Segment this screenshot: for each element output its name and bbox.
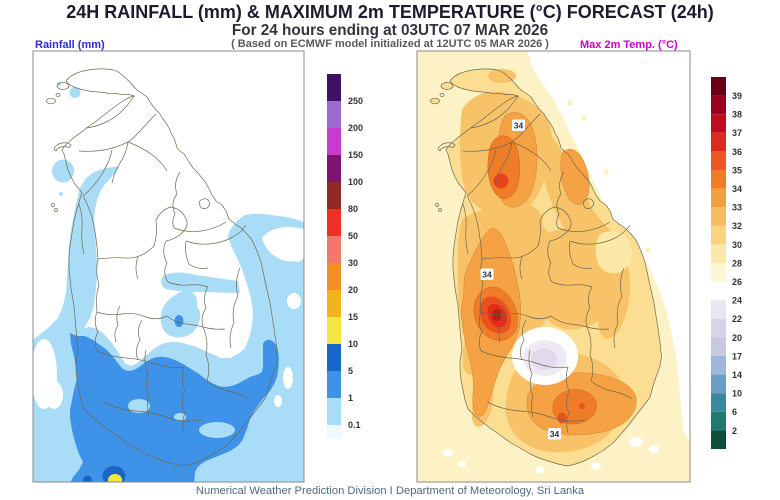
- svg-text:34: 34: [732, 184, 742, 194]
- svg-text:10: 10: [348, 339, 358, 349]
- svg-text:20: 20: [732, 333, 742, 343]
- svg-text:34: 34: [550, 429, 560, 439]
- svg-text:28: 28: [732, 258, 742, 268]
- svg-text:17: 17: [732, 351, 742, 361]
- svg-text:14: 14: [732, 370, 742, 380]
- svg-text:20: 20: [348, 285, 358, 295]
- svg-text:26: 26: [732, 277, 742, 287]
- svg-text:10: 10: [732, 389, 742, 399]
- svg-text:80: 80: [348, 204, 358, 214]
- svg-text:38: 38: [732, 110, 742, 120]
- svg-text:200: 200: [348, 123, 363, 133]
- svg-text:30: 30: [732, 240, 742, 250]
- svg-text:15: 15: [348, 312, 358, 322]
- svg-text:100: 100: [348, 177, 363, 187]
- svg-text:150: 150: [348, 150, 363, 160]
- svg-text:36: 36: [732, 147, 742, 157]
- svg-text:34: 34: [514, 121, 524, 131]
- svg-text:6: 6: [732, 407, 737, 417]
- svg-text:0.1: 0.1: [348, 420, 361, 430]
- svg-text:5: 5: [348, 366, 353, 376]
- svg-text:50: 50: [348, 231, 358, 241]
- svg-text:35: 35: [732, 165, 742, 175]
- svg-text:34: 34: [482, 270, 492, 280]
- svg-text:32: 32: [732, 221, 742, 231]
- svg-text:22: 22: [732, 314, 742, 324]
- svg-text:30: 30: [348, 258, 358, 268]
- svg-text:250: 250: [348, 96, 363, 106]
- svg-text:1: 1: [348, 393, 353, 403]
- svg-text:37: 37: [732, 128, 742, 138]
- svg-text:2: 2: [732, 426, 737, 436]
- svg-text:24: 24: [732, 296, 742, 306]
- svg-text:39: 39: [732, 91, 742, 101]
- svg-text:33: 33: [732, 203, 742, 213]
